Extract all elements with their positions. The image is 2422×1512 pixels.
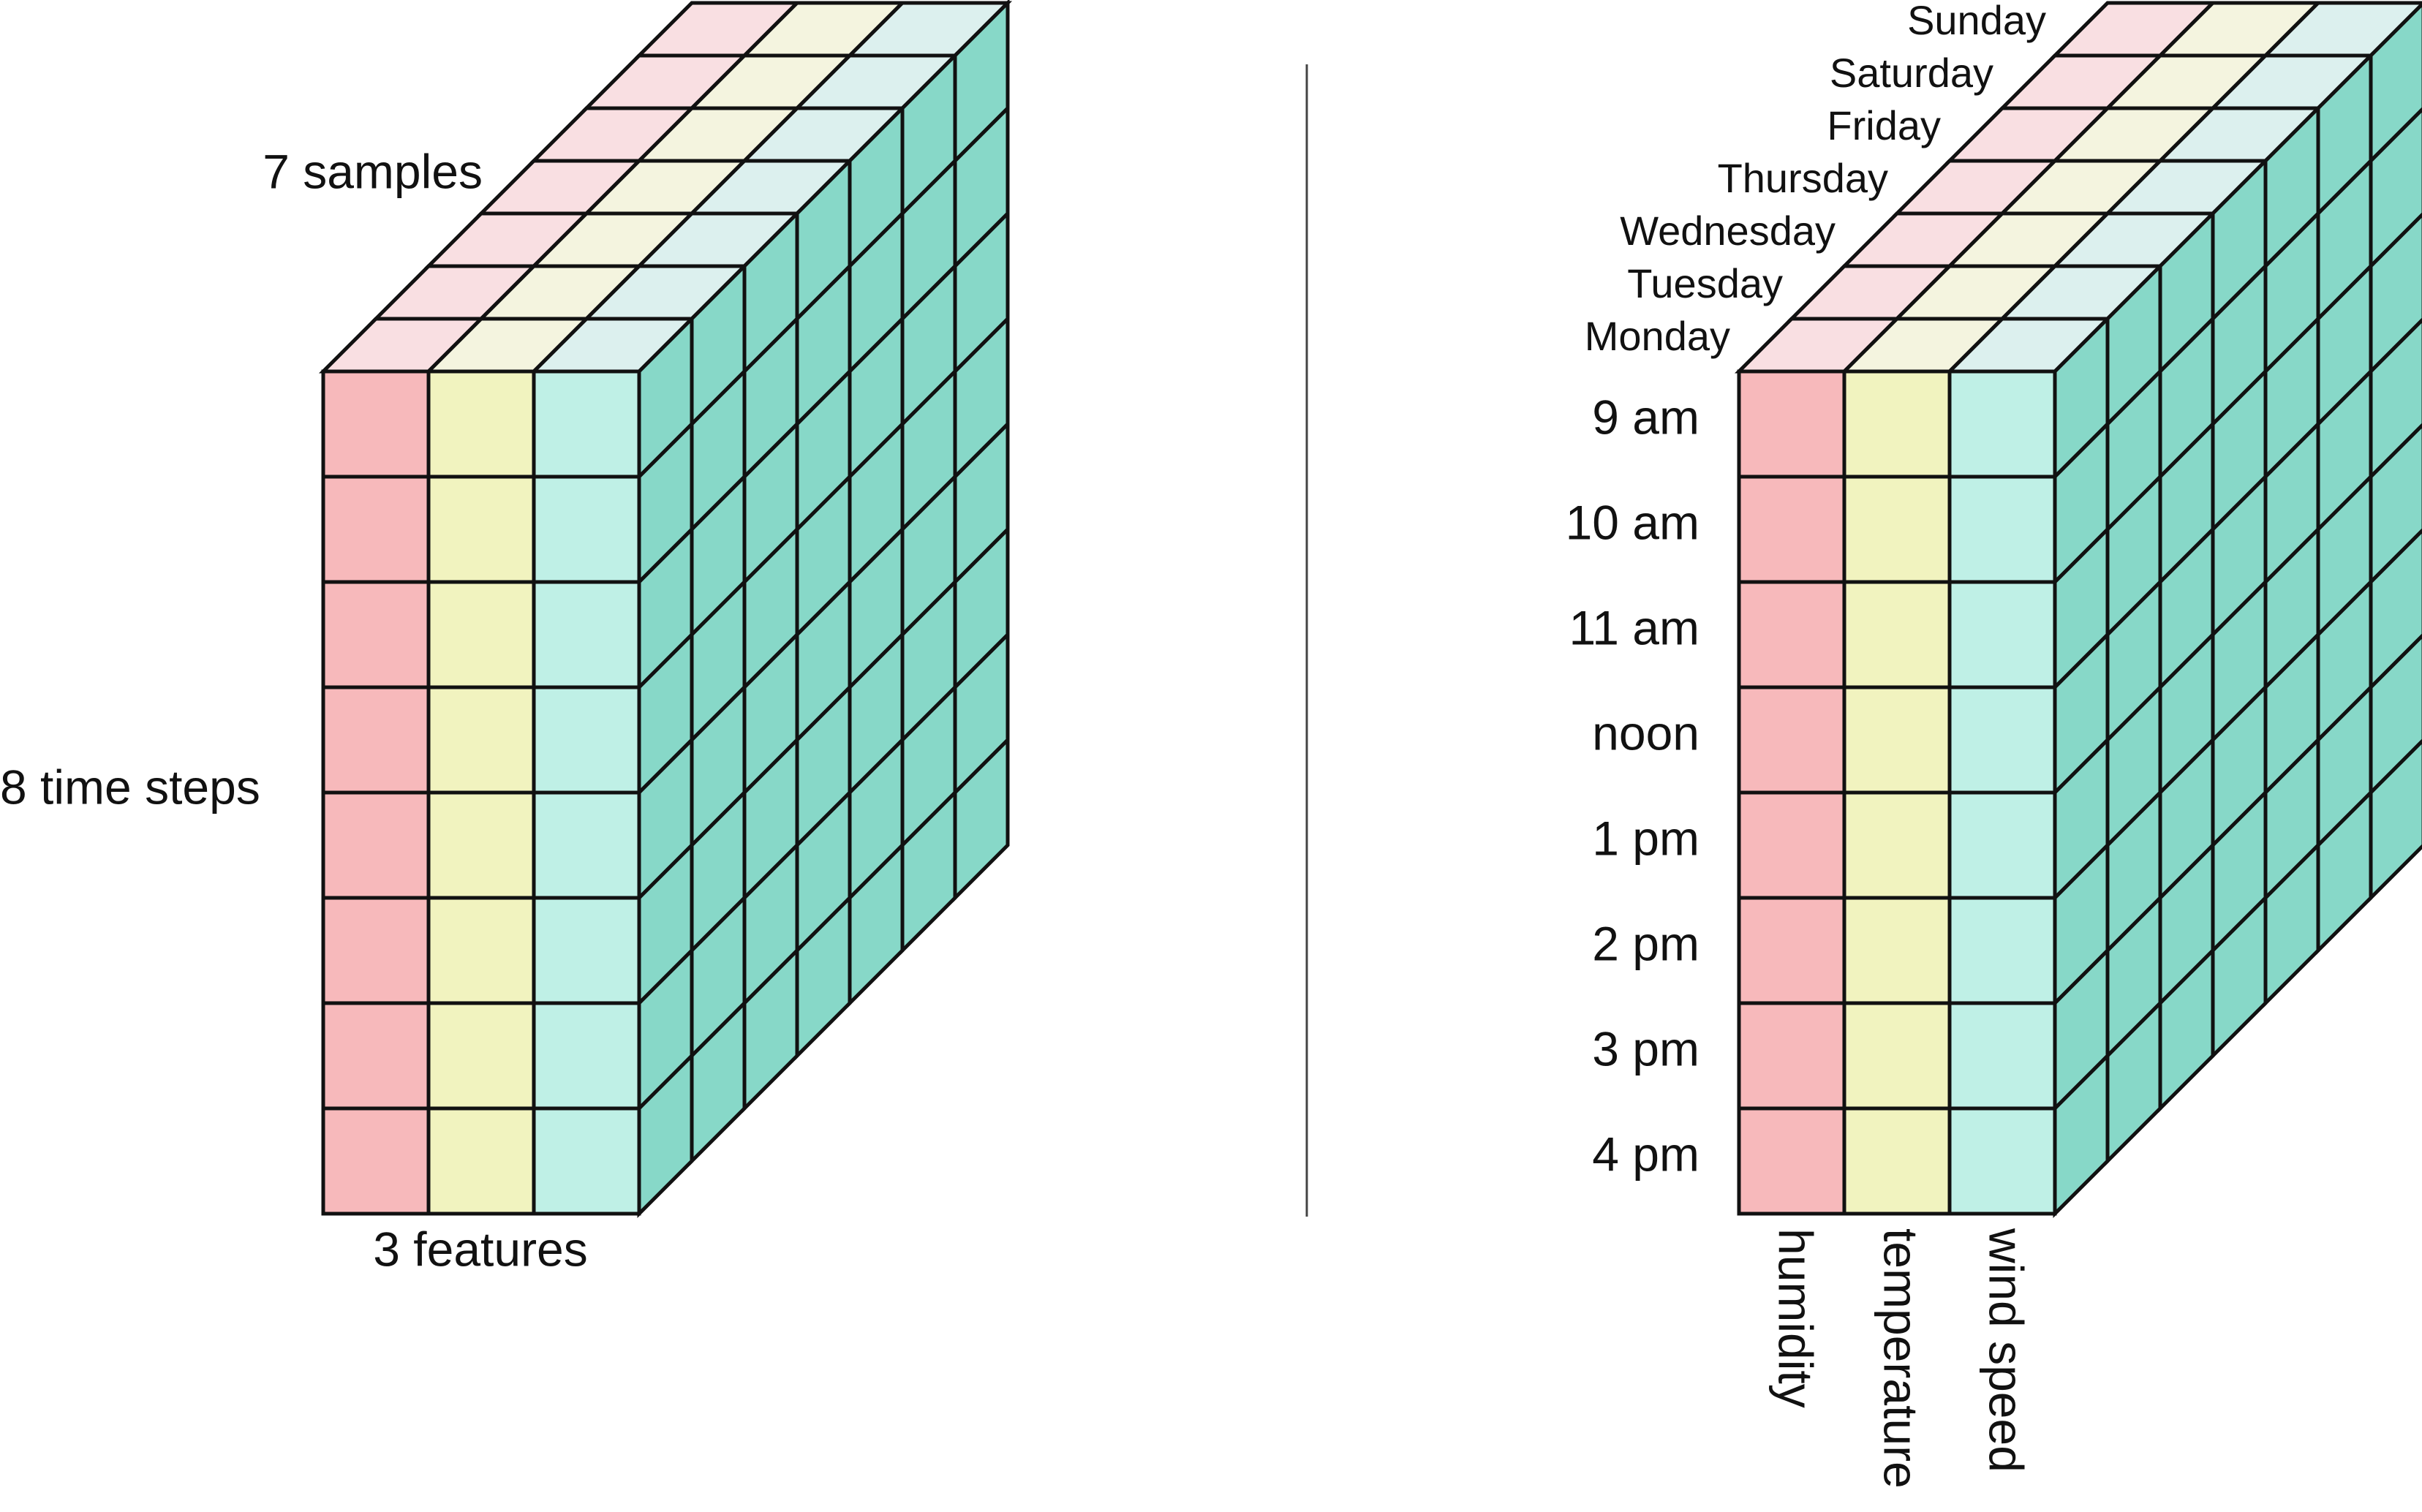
front-cell: [426, 369, 536, 479]
front-cell: [1737, 475, 1846, 584]
left-tensor-cube: [318, 0, 1013, 1219]
front-cell: [321, 790, 431, 900]
front-cell: [1947, 1106, 2057, 1216]
front-cell: [1842, 369, 1952, 479]
front-cell: [426, 896, 536, 1005]
front-cell: [321, 475, 431, 584]
day-label-saturday: Saturday: [1830, 50, 1993, 96]
front-cell: [1947, 896, 2057, 1005]
front-cell: [1737, 1106, 1846, 1216]
time-label-4pm: 4 pm: [1592, 1127, 1699, 1181]
front-cell: [426, 790, 536, 900]
front-cell: [426, 1106, 536, 1216]
front-cell: [1947, 685, 2057, 795]
front-cell: [426, 685, 536, 795]
front-cell: [1947, 1001, 2057, 1111]
front-cell: [1737, 369, 1846, 479]
feature-label-humidity: humidity: [1769, 1228, 1823, 1408]
front-cell: [426, 580, 536, 689]
front-cell: [1842, 685, 1952, 795]
front-cell: [321, 580, 431, 689]
feature-labels: humidity temperature wind speed: [1769, 1228, 2034, 1489]
front-cell: [532, 896, 641, 1005]
front-cell: [1842, 790, 1952, 900]
day-label-sunday: Sunday: [1907, 0, 2046, 43]
front-cell: [532, 1001, 641, 1111]
time-label-3pm: 3 pm: [1592, 1021, 1699, 1076]
front-cell: [1842, 475, 1952, 584]
front-cell: [1842, 580, 1952, 689]
day-label-friday: Friday: [1827, 102, 1941, 148]
front-cell: [321, 896, 431, 1005]
front-cell: [321, 685, 431, 795]
time-steps-label: 8 time steps: [0, 760, 260, 814]
front-cell: [1947, 790, 2057, 900]
front-cell: [532, 1106, 641, 1216]
front-cell: [1947, 369, 2057, 479]
front-cell: [1737, 790, 1846, 900]
front-cell: [532, 475, 641, 584]
day-label-monday: Monday: [1585, 313, 1730, 359]
features-label: 3 features: [373, 1222, 588, 1276]
front-cell: [426, 1001, 536, 1111]
day-labels: Monday Tuesday Wednesday Thursday Friday…: [1585, 0, 2046, 359]
time-label-2pm: 2 pm: [1592, 916, 1699, 970]
front-cell: [1737, 580, 1846, 689]
front-cell: [426, 475, 536, 584]
front-cell: [1947, 475, 2057, 584]
front-cell: [1947, 580, 2057, 689]
feature-label-wind-speed: wind speed: [1980, 1228, 2034, 1473]
front-cell: [532, 369, 641, 479]
front-cell: [1842, 896, 1952, 1005]
front-cell: [1737, 1001, 1846, 1111]
front-cell: [321, 1106, 431, 1216]
feature-label-temperature: temperature: [1874, 1228, 1928, 1489]
time-labels: 9 am 10 am 11 am noon 1 pm 2 pm 3 pm 4 p…: [1566, 390, 1699, 1181]
right-tensor-cube: [1734, 1, 2422, 1219]
day-label-thursday: Thursday: [1718, 155, 1888, 201]
front-cell: [321, 1001, 431, 1111]
front-cell: [532, 685, 641, 795]
time-label-noon: noon: [1592, 706, 1699, 760]
day-label-tuesday: Tuesday: [1627, 260, 1783, 306]
front-cell: [532, 790, 641, 900]
front-cell: [1842, 1001, 1952, 1111]
front-cell: [1737, 685, 1846, 795]
front-cell: [321, 369, 431, 479]
time-label-10am: 10 am: [1566, 495, 1699, 549]
time-label-9am: 9 am: [1592, 390, 1699, 444]
day-label-wednesday: Wednesday: [1620, 208, 1836, 254]
time-label-11am: 11 am: [1569, 600, 1699, 654]
front-cell: [532, 580, 641, 689]
front-cell: [1737, 896, 1846, 1005]
front-cell: [1842, 1106, 1952, 1216]
samples-label: 7 samples: [263, 144, 483, 198]
time-label-1pm: 1 pm: [1592, 811, 1699, 865]
